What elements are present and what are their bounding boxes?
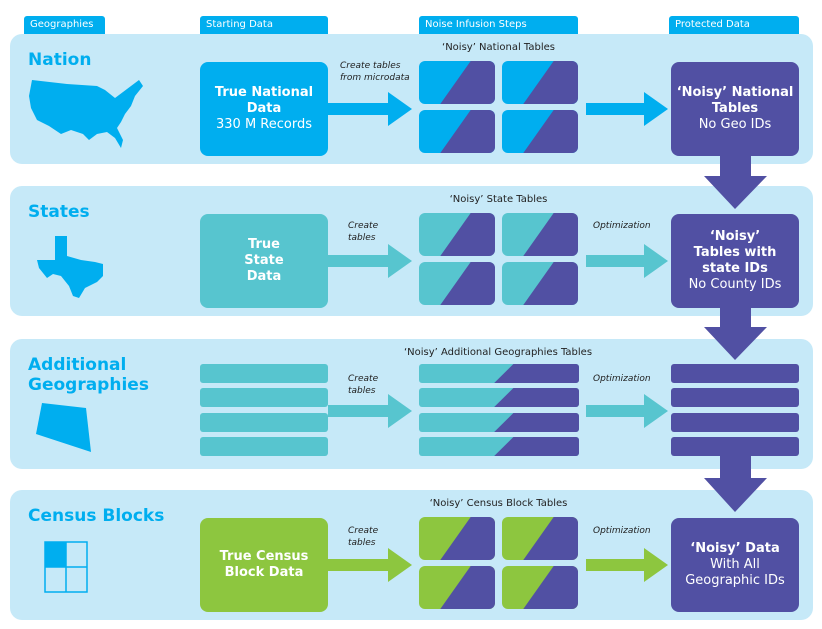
true-state-data-box: True State Data (200, 214, 328, 308)
header-starting-data: Starting Data (200, 16, 328, 35)
tables-title: ‘Noisy’ National Tables (442, 42, 555, 53)
tables-title: ‘Noisy’ State Tables (449, 194, 548, 205)
starting-table-bar (200, 388, 328, 407)
step-label: Create tables (348, 526, 379, 548)
box-subtitle: No Geo IDs (698, 117, 772, 132)
starting-table-bar (200, 437, 328, 456)
noisy-table (502, 213, 578, 256)
noisy-table (502, 110, 578, 153)
starting-table-bar (200, 413, 328, 432)
box-title: True National Data (214, 85, 314, 116)
right-arrow-icon (586, 244, 668, 278)
optimization-label: Optimization (593, 221, 651, 231)
noisy-table (419, 61, 495, 104)
noisy-data-box: ‘Noisy’ Data With All Geographic IDs (671, 518, 799, 612)
right-arrow-icon (328, 548, 412, 582)
us-map-icon (29, 80, 143, 148)
right-arrow-icon (328, 92, 412, 126)
header-protected-data: Protected Data (669, 16, 799, 35)
tables-title: ‘Noisy’ Census Block Tables (429, 498, 568, 509)
geo-title: Census Blocks (28, 506, 165, 526)
geo-title: Nation (28, 50, 92, 70)
noisy-table (419, 517, 495, 560)
block-grid-icon (44, 541, 88, 593)
box-title: ‘Noisy’ National Tables (676, 85, 794, 116)
tables-title: ‘Noisy’ Additional Geographies Tables (403, 347, 593, 358)
noisy-national-tables-box: ‘Noisy’ National Tables No Geo IDs (671, 62, 799, 156)
noisy-table-bar (419, 364, 579, 383)
noisy-table (419, 110, 495, 153)
protected-table-bar (671, 413, 799, 432)
protected-table-bar (671, 364, 799, 383)
polygon-region-icon (36, 403, 91, 452)
step-label: Create tables from microdata (340, 61, 410, 83)
row-census-blocks: Census Blocks True Census Block Data Cre… (0, 490, 822, 620)
texas-map-icon (37, 236, 103, 298)
protected-table-bar (671, 437, 799, 456)
right-arrow-icon (586, 548, 668, 582)
row-additional-geographies: Additional Geographies Create tables ‘No… (0, 339, 822, 469)
box-subtitle: No County IDs (688, 277, 782, 292)
step-label: Create tables (348, 221, 379, 243)
header-noise-infusion: Noise Infusion Steps (419, 16, 578, 35)
noisy-table (419, 213, 495, 256)
box-title: True Census Block Data (219, 549, 309, 580)
noisy-table (419, 566, 495, 609)
right-arrow-icon (328, 394, 412, 428)
noisy-table-bar (419, 437, 579, 456)
row-nation: Nation True National Data 330 M Records … (0, 34, 822, 164)
box-title: True State Data (244, 237, 284, 284)
noisy-table (502, 517, 578, 560)
true-census-block-data-box: True Census Block Data (200, 518, 328, 612)
starting-table-bar (200, 364, 328, 383)
row-states: States True State Data Create tables ‘No… (0, 186, 822, 316)
box-subtitle: With All Geographic IDs (685, 557, 785, 588)
box-title: ‘Noisy’ Tables with state IDs (693, 229, 777, 276)
geo-title: Additional Geographies (28, 355, 149, 395)
box-title: ‘Noisy’ Data (690, 541, 780, 556)
noisy-table (502, 61, 578, 104)
noisy-state-tables-box: ‘Noisy’ Tables with state IDs No County … (671, 214, 799, 308)
box-subtitle: 330 M Records (216, 117, 312, 132)
protected-table-bar (671, 388, 799, 407)
geo-title: States (28, 202, 90, 222)
header-geographies: Geographies (24, 16, 105, 35)
step-label: Create tables (348, 374, 379, 396)
noisy-table-bar (419, 388, 579, 407)
true-national-data-box: True National Data 330 M Records (200, 62, 328, 156)
noisy-table (502, 566, 578, 609)
right-arrow-icon (328, 244, 412, 278)
right-arrow-icon (586, 92, 668, 126)
optimization-label: Optimization (593, 526, 651, 536)
noisy-table (502, 262, 578, 305)
noisy-table (419, 262, 495, 305)
right-arrow-icon (586, 394, 668, 428)
optimization-label: Optimization (593, 374, 651, 384)
noisy-table-bar (419, 413, 579, 432)
